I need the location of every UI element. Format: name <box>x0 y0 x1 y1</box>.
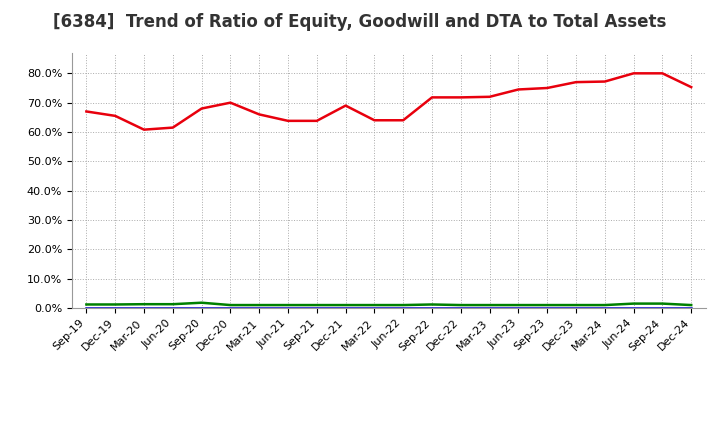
Equity <box>687 84 696 90</box>
Equity <box>111 113 120 118</box>
Goodwill <box>428 305 436 311</box>
Goodwill <box>140 305 148 311</box>
Goodwill <box>255 305 264 311</box>
Deferred Tax Assets <box>687 302 696 308</box>
Equity <box>658 71 667 76</box>
Goodwill <box>629 305 638 311</box>
Deferred Tax Assets <box>543 302 552 308</box>
Deferred Tax Assets <box>197 300 206 305</box>
Deferred Tax Assets <box>111 302 120 307</box>
Deferred Tax Assets <box>370 302 379 308</box>
Line: Equity: Equity <box>86 73 691 130</box>
Deferred Tax Assets <box>572 302 580 308</box>
Equity <box>399 117 408 123</box>
Deferred Tax Assets <box>168 301 177 307</box>
Equity <box>600 79 609 84</box>
Deferred Tax Assets <box>312 302 321 308</box>
Goodwill <box>370 305 379 311</box>
Deferred Tax Assets <box>255 302 264 308</box>
Equity <box>341 103 350 108</box>
Deferred Tax Assets <box>629 301 638 306</box>
Equity <box>456 95 465 100</box>
Equity <box>226 100 235 105</box>
Deferred Tax Assets <box>226 302 235 308</box>
Text: [6384]  Trend of Ratio of Equity, Goodwill and DTA to Total Assets: [6384] Trend of Ratio of Equity, Goodwil… <box>53 13 667 31</box>
Deferred Tax Assets <box>658 301 667 306</box>
Goodwill <box>600 305 609 311</box>
Goodwill <box>658 305 667 311</box>
Equity <box>284 118 292 124</box>
Equity <box>485 94 494 99</box>
Deferred Tax Assets <box>600 302 609 308</box>
Equity <box>197 106 206 111</box>
Deferred Tax Assets <box>456 302 465 308</box>
Equity <box>514 87 523 92</box>
Equity <box>543 85 552 91</box>
Deferred Tax Assets <box>485 302 494 308</box>
Equity <box>140 127 148 132</box>
Goodwill <box>197 305 206 311</box>
Goodwill <box>514 305 523 311</box>
Deferred Tax Assets <box>284 302 292 308</box>
Equity <box>312 118 321 124</box>
Deferred Tax Assets <box>140 301 148 307</box>
Deferred Tax Assets <box>428 302 436 307</box>
Equity <box>168 125 177 130</box>
Goodwill <box>284 305 292 311</box>
Equity <box>255 112 264 117</box>
Equity <box>629 71 638 76</box>
Deferred Tax Assets <box>399 302 408 308</box>
Goodwill <box>226 305 235 311</box>
Goodwill <box>111 305 120 311</box>
Goodwill <box>168 305 177 311</box>
Deferred Tax Assets <box>82 302 91 307</box>
Goodwill <box>687 305 696 311</box>
Equity <box>428 95 436 100</box>
Goodwill <box>456 305 465 311</box>
Goodwill <box>572 305 580 311</box>
Goodwill <box>82 305 91 311</box>
Equity <box>370 117 379 123</box>
Goodwill <box>399 305 408 311</box>
Deferred Tax Assets <box>514 302 523 308</box>
Goodwill <box>543 305 552 311</box>
Goodwill <box>312 305 321 311</box>
Goodwill <box>485 305 494 311</box>
Deferred Tax Assets <box>341 302 350 308</box>
Line: Deferred Tax Assets: Deferred Tax Assets <box>86 303 691 305</box>
Equity <box>572 80 580 85</box>
Equity <box>82 109 91 114</box>
Goodwill <box>341 305 350 311</box>
